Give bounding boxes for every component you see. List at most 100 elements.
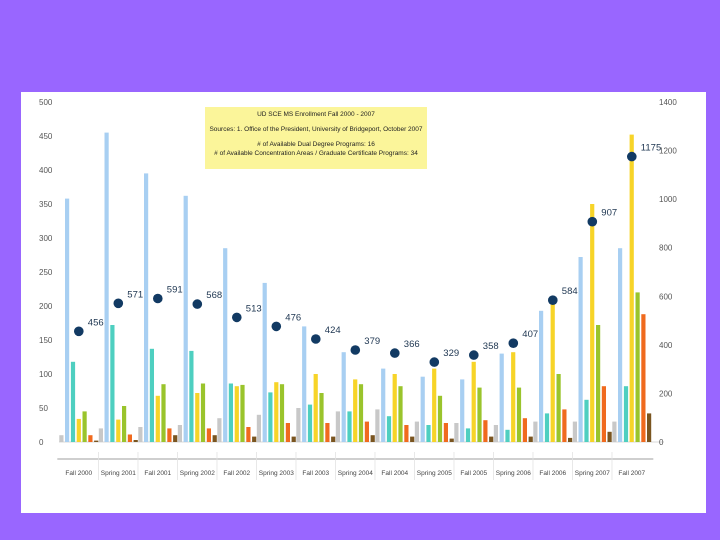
bar — [70, 361, 76, 442]
bar — [94, 440, 99, 442]
left-axis-tick-label: 100 — [39, 370, 53, 379]
enrollment-chart: 456 571 591 568 513 476 424 379 366 329 358 407 584 9… — [39, 98, 677, 480]
bar — [414, 421, 419, 442]
bar — [82, 411, 87, 442]
category-legend-strip — [333, 458, 377, 460]
left-axis-tick-label: 400 — [39, 166, 53, 175]
total-enrollment-label: 424 — [325, 325, 341, 336]
bar — [505, 429, 510, 442]
bar — [477, 387, 482, 442]
bar — [341, 352, 346, 442]
bar — [516, 387, 522, 442]
bar — [499, 353, 504, 442]
bar — [375, 409, 380, 442]
bar — [189, 350, 194, 442]
bar — [212, 435, 217, 442]
bar — [489, 436, 494, 442]
x-tick-label: Spring 2007 — [575, 470, 610, 477]
total-enrollment-label: 568 — [206, 290, 222, 301]
bar — [252, 436, 257, 442]
bar — [279, 384, 285, 442]
bar — [234, 386, 239, 442]
total-enrollment-label: 571 — [127, 289, 143, 300]
category-legend-strip — [570, 458, 614, 460]
total-enrollment-point — [469, 350, 479, 360]
bar — [432, 368, 437, 442]
right-axis-tick-label: 200 — [659, 389, 673, 398]
total-enrollment-label: 456 — [88, 317, 104, 328]
category-legend-strip — [491, 458, 535, 460]
bar — [460, 379, 465, 442]
bar — [122, 406, 127, 442]
total-enrollment-line — [79, 157, 632, 363]
bar — [398, 386, 403, 442]
bar — [392, 374, 397, 442]
total-enrollment-label: 358 — [483, 341, 499, 352]
bar — [437, 395, 443, 442]
bar — [313, 374, 318, 442]
bar — [110, 325, 115, 442]
total-enrollment-label: 584 — [562, 286, 578, 297]
total-enrollment-label: 329 — [443, 348, 459, 359]
right-axis-tick-label: 400 — [659, 341, 673, 350]
bar — [493, 425, 498, 442]
x-tick-label: Fall 2003 — [302, 470, 329, 477]
bar — [454, 423, 459, 442]
bar — [572, 421, 577, 442]
bar — [200, 383, 206, 442]
bar — [285, 423, 290, 442]
chart-info-box: UD SCE MS Enrollment Fall 2000 - 2007 So… — [205, 107, 427, 169]
bar — [612, 421, 617, 442]
bar — [155, 395, 160, 442]
total-enrollment-point — [192, 299, 203, 309]
bar — [347, 411, 352, 442]
x-tick-label: Spring 2003 — [259, 470, 294, 477]
bar — [584, 399, 589, 442]
bar — [335, 411, 340, 442]
left-axis-tick-label: 450 — [39, 132, 53, 141]
category-legend-strip — [175, 458, 219, 460]
left-axis-tick-label: 150 — [39, 336, 53, 345]
bar — [161, 384, 166, 442]
total-enrollment-point — [548, 295, 558, 305]
category-legend-strip — [610, 458, 654, 460]
bar — [449, 438, 454, 442]
bar — [386, 416, 392, 442]
bar — [528, 436, 533, 442]
category-legend-strip — [531, 458, 575, 460]
category-legend-strip — [452, 458, 496, 460]
bar — [206, 428, 211, 442]
bar — [296, 408, 301, 442]
bar — [471, 361, 476, 442]
bar — [443, 423, 448, 442]
bar — [590, 204, 595, 442]
chart-title: UD SCE MS Enrollment Fall 2000 - 2007 — [257, 111, 375, 118]
bar — [623, 386, 629, 442]
bar — [641, 314, 646, 442]
right-axis-tick-label: 1400 — [659, 98, 677, 107]
left-axis-tick-label: 300 — [39, 234, 53, 243]
bar — [331, 436, 336, 442]
category-legend-strip — [57, 458, 101, 460]
bar — [410, 436, 415, 442]
bar — [302, 326, 307, 442]
bar — [618, 248, 623, 442]
bar — [59, 435, 64, 442]
bar — [167, 428, 172, 442]
total-enrollment-point — [271, 321, 282, 332]
right-axis-tick-label: 0 — [659, 438, 664, 447]
total-enrollment-label: 591 — [167, 285, 183, 296]
total-enrollment-point — [232, 312, 242, 323]
bar — [544, 413, 550, 442]
bar — [556, 374, 561, 442]
bar — [98, 428, 103, 442]
category-legend-strip — [412, 458, 456, 460]
bar — [104, 132, 109, 442]
bar — [262, 282, 267, 442]
total-enrollment-point — [627, 151, 637, 162]
bar — [465, 428, 471, 442]
bar — [370, 435, 375, 442]
total-enrollment-label: 407 — [522, 329, 538, 340]
bar — [596, 325, 601, 442]
right-axis-tick-label: 1000 — [659, 195, 677, 204]
